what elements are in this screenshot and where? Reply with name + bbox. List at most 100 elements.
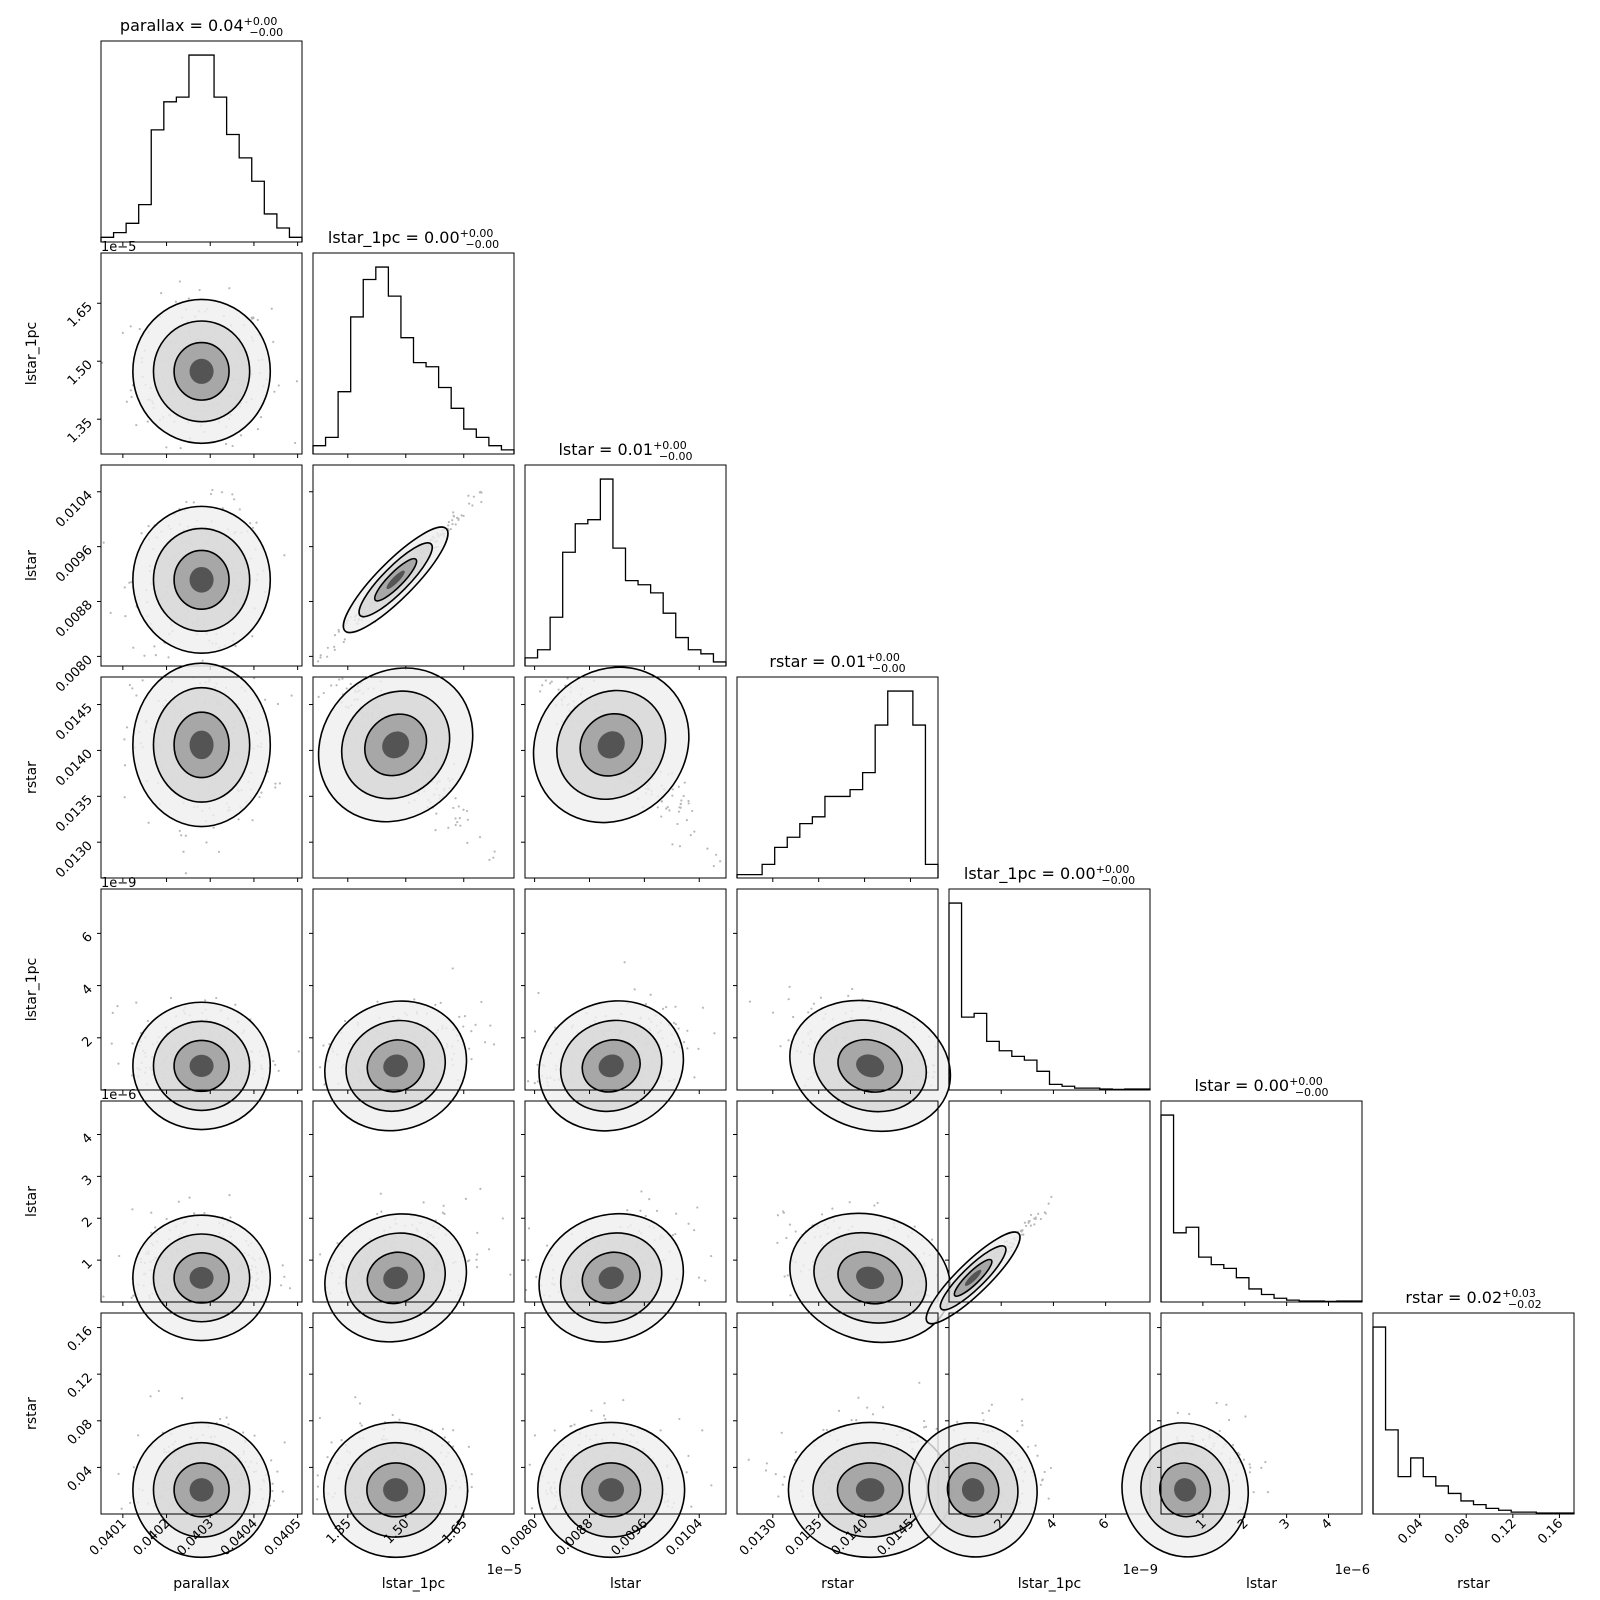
contour-level-4 [189, 566, 214, 593]
sample-point [333, 645, 336, 648]
panel-title-rstar-3: rstar = 0.01+0.00 −0.00 [769, 651, 905, 675]
sample-point [693, 830, 696, 833]
sample-point [672, 1021, 676, 1024]
sample-point [810, 1007, 813, 1010]
sample-point [319, 656, 322, 659]
sample-point [343, 638, 346, 641]
sample-point [316, 1485, 320, 1488]
sample-point [205, 841, 208, 844]
sample-point [671, 843, 674, 846]
sample-point [138, 327, 141, 331]
sample-point [475, 1266, 479, 1269]
sample-point [451, 522, 454, 526]
sample-point [677, 810, 681, 813]
sample-point [130, 581, 133, 584]
sample-point [260, 791, 263, 794]
panel-frame [736, 676, 939, 879]
sample-point [180, 834, 183, 837]
sample-point [719, 860, 722, 863]
sample-point [682, 794, 685, 798]
sample-point [776, 1241, 779, 1244]
sample-point [626, 1209, 629, 1212]
sample-point [820, 1213, 824, 1216]
sample-point [147, 821, 150, 824]
sample-point [124, 614, 127, 618]
sample-point [533, 1434, 537, 1437]
sample-point [116, 1005, 119, 1008]
sample-point [283, 1441, 286, 1444]
histogram-lstar-1pc-4: lstar_1pc = 0.00+0.00 −0.00 [948, 863, 1151, 1094]
sample-point [336, 1242, 339, 1245]
sample-point [272, 1059, 275, 1063]
sample-point [123, 738, 126, 741]
sample-point [602, 1414, 606, 1417]
y-offset-label-lstar-5: 1e−6 [101, 1088, 136, 1103]
sample-point [855, 1419, 858, 1422]
sample-point [129, 389, 132, 392]
sample-point [788, 985, 791, 988]
sample-point [1034, 1217, 1037, 1220]
pair-panel-lstar-1pc-1-vs-rstar-6: 1.35 1.50 1.65 [309, 1312, 515, 1559]
sample-point [640, 1190, 643, 1193]
sample-point [118, 1254, 121, 1258]
sample-point [923, 1419, 926, 1423]
sample-point [480, 500, 483, 504]
y-tick-label: 0.16 [65, 1324, 96, 1355]
sample-point [557, 688, 560, 691]
sample-point [276, 702, 280, 706]
sample-point [935, 1427, 938, 1430]
sample-point [319, 1253, 322, 1256]
sample-point [1033, 1223, 1036, 1226]
sample-point [255, 521, 258, 524]
panel-frame [524, 676, 727, 879]
sample-point [697, 1047, 700, 1050]
sample-point [467, 494, 470, 497]
sample-point [147, 525, 150, 528]
sample-point [788, 1223, 792, 1226]
sample-point [165, 1217, 168, 1221]
sample-point [470, 1057, 473, 1061]
sample-point [776, 1214, 779, 1217]
sample-point [120, 1507, 123, 1510]
sample-point [326, 1456, 329, 1459]
sample-point [850, 1418, 853, 1422]
y-tick-label: 0.0140 [53, 747, 96, 790]
sample-point [270, 1459, 273, 1462]
sample-point [193, 1212, 196, 1215]
sample-point [476, 1231, 479, 1234]
sample-point [270, 307, 273, 310]
histogram-lstar-2: lstar = 0.01+0.00 −0.00 [524, 439, 727, 670]
sample-point [779, 1045, 782, 1048]
y-tick-label: 1.65 [65, 299, 96, 330]
sample-point [472, 495, 475, 498]
sample-point [468, 1259, 471, 1262]
sample-point [130, 1296, 133, 1299]
sample-point [687, 1222, 690, 1225]
sample-point [452, 1429, 455, 1432]
sample-point [467, 1047, 471, 1050]
sample-point [184, 834, 187, 837]
sample-point [272, 340, 275, 343]
sample-point [470, 1473, 473, 1476]
sample-point [1021, 1233, 1024, 1236]
sample-point [671, 788, 674, 791]
sample-point [873, 1204, 876, 1207]
sample-point [480, 1000, 483, 1004]
sample-point [544, 679, 547, 682]
sample-point [528, 1463, 531, 1466]
sample-point [274, 786, 277, 789]
sample-point [188, 1196, 191, 1199]
sample-point [455, 516, 459, 519]
sample-point [675, 1212, 678, 1215]
y-tick-label: 1.50 [65, 357, 96, 388]
sample-point [215, 996, 218, 1000]
sample-point [326, 646, 329, 649]
sample-point [851, 987, 854, 991]
sample-point [677, 785, 680, 788]
sample-point [278, 782, 282, 785]
title-upper-error: +0.00 [244, 15, 278, 28]
sample-point [676, 822, 679, 826]
sample-point [135, 423, 138, 427]
sample-point [604, 1418, 607, 1421]
contour-level-4 [597, 731, 625, 759]
